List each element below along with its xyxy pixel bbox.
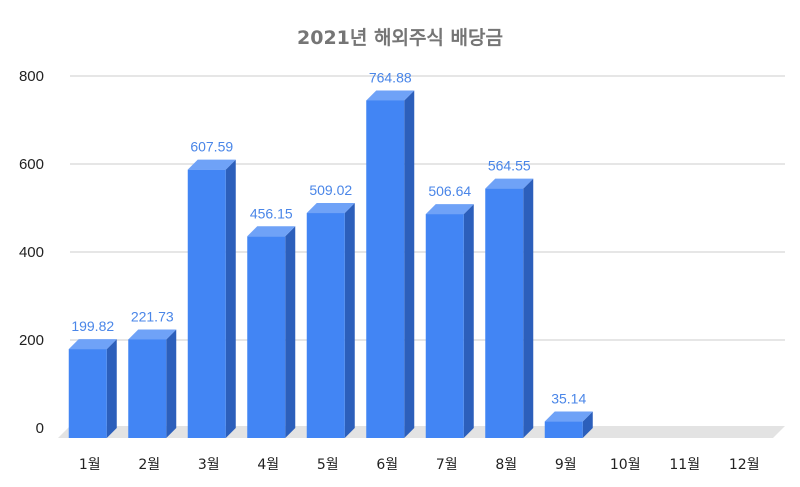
bar-top — [128, 329, 177, 340]
x-tick-label: 7월 — [436, 457, 458, 473]
bar-top — [247, 226, 296, 237]
bar-side — [582, 411, 593, 438]
data-label: 764.88 — [369, 69, 412, 85]
bar-front — [544, 421, 583, 438]
x-tick-label: 6월 — [376, 457, 398, 473]
bar-side — [463, 204, 474, 438]
y-tick-label: 800 — [19, 68, 44, 85]
bar-front — [247, 236, 286, 438]
bar-side — [404, 90, 415, 439]
x-tick-label: 9월 — [555, 457, 577, 473]
bar-front — [187, 169, 226, 438]
data-label: 456.15 — [250, 205, 293, 221]
bar — [485, 178, 534, 438]
x-tick-label: 10월 — [610, 457, 641, 473]
bar — [187, 159, 236, 438]
bar-top — [366, 90, 415, 101]
data-label: 564.55 — [488, 158, 531, 174]
data-label: 509.02 — [309, 182, 352, 198]
x-tick-label: 5월 — [317, 457, 339, 473]
x-tick-label: 3월 — [198, 457, 220, 473]
y-tick-label: 400 — [19, 244, 44, 261]
x-tick-label: 8월 — [495, 457, 517, 473]
bar-front — [306, 213, 345, 438]
bar-side — [285, 226, 296, 438]
bar-side — [225, 159, 236, 438]
data-label: 199.82 — [71, 318, 114, 334]
chart-floor — [58, 426, 785, 438]
bar-top — [306, 203, 355, 214]
bar-side — [523, 178, 534, 438]
bar — [544, 411, 593, 438]
x-tick-label: 4월 — [257, 457, 279, 473]
bar-top — [544, 411, 593, 422]
bar — [128, 329, 177, 438]
bar-top — [68, 339, 117, 350]
bar — [68, 339, 117, 438]
bar-front — [68, 349, 107, 438]
x-tick-label: 1월 — [79, 457, 101, 473]
bar — [247, 226, 296, 438]
y-tick-label: 0 — [36, 420, 44, 437]
y-tick-label: 200 — [19, 332, 44, 349]
data-label: 35.14 — [551, 391, 586, 407]
bar-top — [187, 159, 236, 170]
bar — [306, 203, 355, 438]
bar-side — [106, 339, 117, 438]
bar-front — [485, 188, 524, 438]
x-tick-label: 12월 — [729, 457, 760, 473]
x-tick-label: 11월 — [669, 457, 700, 473]
bar-side — [344, 203, 355, 438]
bar-front — [425, 214, 464, 438]
bar-top — [425, 204, 474, 215]
data-label: 607.59 — [190, 139, 233, 155]
bar-front — [128, 339, 167, 438]
bar — [366, 90, 415, 439]
chart-title: 2021년 해외주식 배당금 — [297, 27, 503, 49]
y-tick-label: 600 — [19, 156, 44, 173]
bar-top — [485, 178, 534, 189]
data-label: 221.73 — [131, 308, 174, 324]
bar — [425, 204, 474, 438]
bar-front — [366, 100, 405, 439]
x-tick-label: 2월 — [138, 457, 160, 473]
bar-side — [166, 329, 177, 438]
data-label: 506.64 — [428, 183, 471, 199]
